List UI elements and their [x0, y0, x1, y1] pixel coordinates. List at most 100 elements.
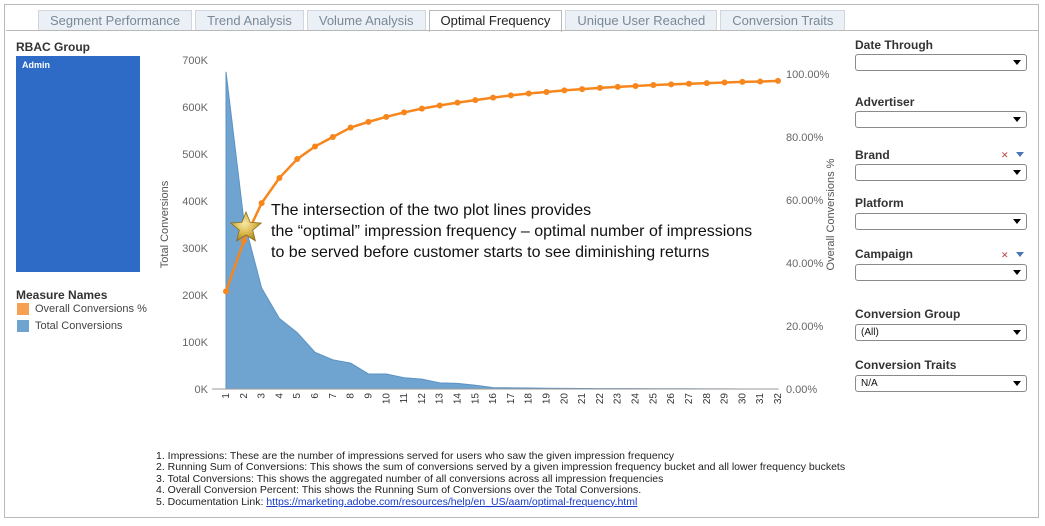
overall-conversions-point [543, 88, 550, 95]
overall-conversions-point [329, 134, 336, 140]
y-left-tick-label: 600K [182, 102, 208, 114]
chevron-down-icon [1013, 117, 1021, 122]
x-tick-label: 13 [435, 393, 446, 405]
advertiser-select[interactable] [855, 111, 1027, 128]
legend-item-overall-conversions[interactable]: Overall Conversions % [17, 303, 147, 315]
y-right-tick-label: 0.00% [786, 384, 817, 396]
date-through-label: Date Through [855, 38, 933, 52]
x-tick-label: 29 [720, 393, 731, 405]
x-tick-label: 7 [328, 393, 339, 399]
x-tick-label: 8 [346, 393, 357, 399]
annotation-line: to be served before customer starts to s… [271, 244, 710, 261]
tab-optimal-frequency[interactable]: Optimal Frequency [428, 10, 563, 32]
tab-conversion-traits[interactable]: Conversion Traits [720, 10, 846, 30]
y-left-tick-label: 200K [182, 290, 208, 302]
legend-swatch-orange [17, 303, 29, 315]
overall-conversions-point [703, 80, 710, 87]
legend-label: Overall Conversions % [35, 303, 147, 315]
notes-section: 1. Impressions: These are the number of … [156, 450, 846, 508]
annotation-line: the “optimal” impression frequency – opt… [271, 223, 753, 240]
overall-conversions-point [294, 156, 301, 163]
overall-conversions-point [632, 82, 639, 89]
overall-conversions-point [383, 113, 390, 120]
filter-menu-icon[interactable] [1016, 252, 1024, 257]
rbac-group-admin-tile[interactable]: Admin [16, 56, 140, 272]
conversion-traits-select[interactable]: N/A [855, 375, 1027, 392]
conversion-traits-label: Conversion Traits [855, 358, 957, 372]
chart-annotation: The intersection of the two plot lines p… [271, 200, 752, 263]
tab-volume-analysis[interactable]: Volume Analysis [306, 10, 426, 30]
clear-filter-icon[interactable]: ✕ [1001, 250, 1009, 260]
note-line: 2. Running Sum of Conversions: This show… [156, 461, 846, 474]
y-left-tick-label: 700K [182, 55, 208, 67]
advertiser-label: Advertiser [855, 95, 915, 109]
x-tick-label: 21 [577, 393, 588, 405]
x-tick-label: 2 [239, 393, 250, 399]
filter-menu-icon[interactable] [1016, 152, 1024, 157]
y-right-tick-label: 20.00% [786, 321, 824, 333]
brand-select[interactable] [855, 164, 1027, 181]
x-tick-label: 12 [417, 393, 428, 405]
clear-filter-icon[interactable]: ✕ [1001, 150, 1009, 160]
platform-label: Platform [855, 196, 904, 210]
y-right-tick-label: 40.00% [786, 258, 824, 270]
overall-conversions-point [454, 99, 461, 106]
tab-segment-performance[interactable]: Segment Performance [38, 10, 193, 30]
dashboard-frame [4, 4, 1039, 518]
platform-select[interactable] [855, 213, 1027, 230]
overall-conversions-point [650, 82, 657, 89]
overall-conversions-point [223, 288, 229, 295]
campaign-label: Campaign [855, 247, 914, 261]
x-tick-label: 27 [684, 393, 695, 405]
overall-conversions-point [347, 124, 354, 131]
x-tick-label: 28 [702, 393, 713, 405]
documentation-link[interactable]: https://marketing.adobe.com/resources/he… [266, 495, 638, 508]
note-line: 3. Total Conversions: This shows the agg… [156, 472, 664, 485]
x-tick-label: 1 [221, 393, 232, 399]
note-line: 4. Overall Conversion Percent: This show… [156, 484, 642, 497]
x-tick-label: 30 [737, 393, 748, 405]
conversion-group-select[interactable]: (All) [855, 324, 1027, 341]
legend-label: Total Conversions [35, 320, 123, 332]
chevron-down-icon [1013, 170, 1021, 175]
x-tick-label: 9 [363, 393, 374, 399]
overall-conversions-point [757, 78, 764, 85]
chevron-down-icon [1013, 330, 1021, 335]
overall-conversions-point [668, 81, 675, 88]
select-value: (All) [861, 327, 879, 338]
y-left-tick-label: 0K [195, 384, 209, 396]
date-through-select[interactable] [855, 54, 1027, 71]
tab-unique-user-reached[interactable]: Unique User Reached [565, 10, 718, 30]
overall-conversions-point [312, 143, 319, 150]
y-right-tick-label: 100.00% [786, 69, 830, 81]
campaign-select[interactable] [855, 264, 1027, 281]
overall-conversions-point [472, 97, 479, 104]
overall-conversions-point [739, 78, 746, 85]
x-tick-label: 23 [613, 393, 624, 405]
legend-item-total-conversions[interactable]: Total Conversions [17, 320, 122, 332]
overall-conversions-point [418, 105, 425, 112]
star-icon [229, 210, 263, 242]
conversion-group-label: Conversion Group [855, 307, 961, 321]
overall-conversions-point [596, 84, 603, 91]
x-tick-label: 18 [524, 393, 535, 405]
overall-conversions-point [685, 80, 692, 87]
overall-conversions-point [276, 174, 283, 181]
y-left-tick-label: 500K [182, 149, 208, 161]
legend-swatch-blue [17, 320, 29, 332]
overall-conversions-point [240, 237, 247, 244]
optimal-frequency-chart[interactable]: 0K 100K 200K 300K 400K 500K 600K 700K 0.00% 20.00… [156, 52, 846, 412]
chevron-down-icon [1013, 219, 1021, 224]
y-left-tick-label: 100K [182, 337, 208, 349]
x-tick-label: 16 [488, 393, 499, 405]
y-right-axis-title: Overall Conversions % [825, 158, 837, 270]
x-tick-label: 3 [257, 393, 268, 399]
x-tick-label: 20 [559, 393, 570, 405]
tab-trend-analysis[interactable]: Trend Analysis [195, 10, 304, 30]
note-line: 1. Impressions: These are the number of … [156, 450, 675, 462]
overall-conversions-point [507, 92, 514, 99]
x-tick-label: 4 [274, 393, 285, 399]
x-tick-label: 5 [292, 393, 303, 399]
overall-conversions-point [258, 200, 265, 207]
x-tick-label: 32 [773, 393, 784, 405]
